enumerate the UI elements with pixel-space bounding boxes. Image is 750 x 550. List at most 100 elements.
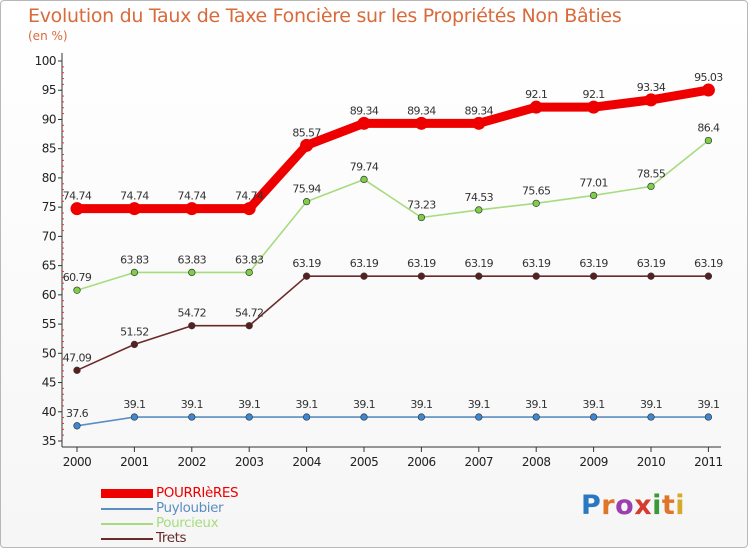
x-tick-label: 2009 xyxy=(579,455,608,469)
series-line xyxy=(77,85,710,214)
data-label: 39.1 xyxy=(525,398,547,411)
series-line xyxy=(76,139,709,291)
legend-item: POURRIèRES xyxy=(101,485,361,501)
data-label: 79.74 xyxy=(350,160,379,173)
logo-letter: P xyxy=(581,490,602,521)
legend-label: Pourcieux xyxy=(156,515,219,531)
data-point xyxy=(589,272,598,280)
data-point xyxy=(417,272,426,280)
logo-letter: x xyxy=(634,490,653,521)
data-label: 39.1 xyxy=(410,398,432,411)
x-tick-label: 2001 xyxy=(120,455,149,469)
data-label: 92.1 xyxy=(583,88,605,101)
data-label: 37.6 xyxy=(66,407,89,420)
x-tick-label: 2010 xyxy=(637,455,666,469)
legend-item: Pourcieux xyxy=(101,515,361,531)
data-label: 63.83 xyxy=(120,253,149,266)
y-tick-label: 80 xyxy=(42,171,56,185)
data-label: 92.1 xyxy=(525,88,547,101)
data-label: 51.52 xyxy=(120,325,149,338)
y-tick-label: 35 xyxy=(42,434,56,448)
data-point xyxy=(70,202,84,216)
data-point xyxy=(188,413,196,421)
data-point xyxy=(360,175,368,184)
data-label: 77.01 xyxy=(579,176,608,189)
legend-label: POURRIèRES xyxy=(156,485,239,501)
data-label: 39.1 xyxy=(583,398,605,411)
data-label: 95.03 xyxy=(694,71,723,84)
data-label: 89.34 xyxy=(350,104,379,117)
logo-letter: r xyxy=(601,490,616,521)
x-tick-label: 2006 xyxy=(407,455,436,469)
y-tick-label: 45 xyxy=(42,376,56,390)
data-point xyxy=(302,198,311,206)
data-label: 75.94 xyxy=(292,183,321,196)
proxiti-logo: Proxiti xyxy=(581,490,685,521)
data-point xyxy=(185,202,199,216)
legend-swatch xyxy=(101,531,153,546)
data-point xyxy=(73,366,81,374)
legend-swatch xyxy=(101,486,153,501)
data-point xyxy=(360,413,368,421)
x-tick-label: 2005 xyxy=(350,455,379,469)
data-point xyxy=(701,83,715,97)
data-point xyxy=(242,202,256,216)
data-label: 39.1 xyxy=(238,398,260,411)
data-point xyxy=(417,213,426,222)
data-label: 60.79 xyxy=(63,271,92,284)
y-tick-label: 60 xyxy=(42,288,56,302)
y-tick-label: 90 xyxy=(42,112,56,126)
data-label: 74.74 xyxy=(235,190,264,203)
data-label: 89.34 xyxy=(465,104,494,117)
data-label: 78.55 xyxy=(637,167,666,180)
data-label: 39.1 xyxy=(353,398,375,411)
data-point xyxy=(188,322,196,330)
data-label: 86.4 xyxy=(697,122,720,135)
data-point xyxy=(302,272,311,280)
data-label: 89.34 xyxy=(407,104,436,117)
data-point xyxy=(73,422,81,430)
data-label: 63.19 xyxy=(694,257,723,270)
y-tick-label: 65 xyxy=(42,259,56,273)
data-point xyxy=(472,116,486,130)
data-label: 54.72 xyxy=(235,307,264,320)
y-tick-label: 40 xyxy=(42,405,56,419)
data-point xyxy=(475,413,483,421)
data-point xyxy=(704,136,713,145)
data-point xyxy=(130,340,139,349)
legend-label: Trets xyxy=(156,530,187,546)
data-point xyxy=(532,272,540,280)
data-label: 39.1 xyxy=(640,398,662,411)
series-line xyxy=(76,416,709,427)
y-tick-label: 100 xyxy=(35,54,56,68)
data-label: 63.19 xyxy=(350,257,379,270)
data-point xyxy=(532,199,540,208)
data-point xyxy=(130,268,139,277)
data-point xyxy=(532,413,540,421)
logo-letter: o xyxy=(615,490,635,521)
data-label: 39.1 xyxy=(123,398,145,411)
legend-swatch xyxy=(101,501,153,516)
data-point xyxy=(589,413,598,421)
legend-label: Puyloubier xyxy=(156,500,224,516)
legend: POURRIèRES Puyloubier Pourcieux Trets xyxy=(101,485,361,546)
data-point xyxy=(360,272,368,280)
data-point xyxy=(245,413,253,421)
series-line xyxy=(76,275,709,372)
data-point xyxy=(127,202,141,216)
data-label: 74.74 xyxy=(120,190,149,203)
data-label: 63.83 xyxy=(178,253,207,266)
x-tick-label: 2000 xyxy=(63,455,92,469)
data-label: 63.19 xyxy=(407,257,436,270)
data-point xyxy=(529,100,543,114)
data-point xyxy=(644,93,658,107)
data-label: 63.19 xyxy=(465,257,494,270)
x-tick-label: 2002 xyxy=(178,455,207,469)
data-label: 54.72 xyxy=(178,307,207,320)
x-tick-label: 2007 xyxy=(465,455,494,469)
y-tick-label: 50 xyxy=(42,346,56,360)
logo-letter: i xyxy=(652,490,662,521)
data-label: 39.1 xyxy=(468,398,490,411)
